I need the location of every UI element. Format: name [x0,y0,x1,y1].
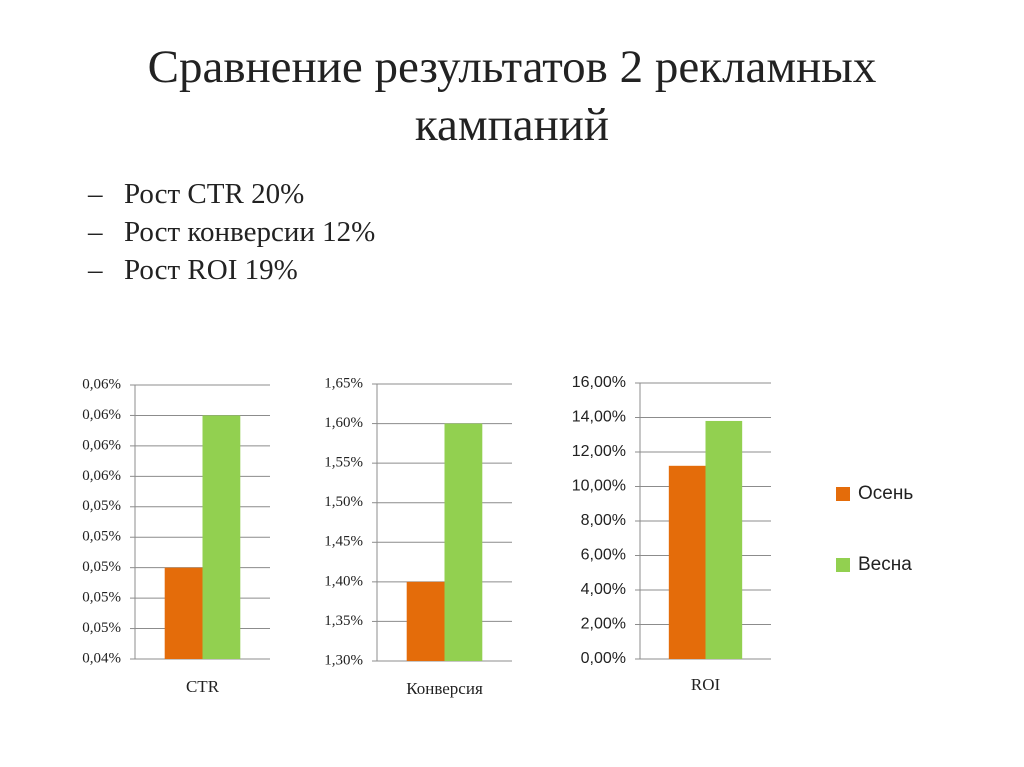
bar [705,420,743,659]
y-tick-label: 1,45% [324,534,363,550]
y-tick-label: 1,65% [324,375,363,391]
legend-label: Осень [858,483,913,504]
y-tick-label: 14,00% [572,409,626,426]
legend-swatch [836,558,850,572]
bullet: Рост ROI 19% [88,251,375,289]
y-tick-label: 0,05% [82,529,121,545]
bar [668,465,706,659]
y-tick-label: 0,06% [82,468,121,484]
bullet-list: Рост CTR 20% Рост конверсии 12% Рост ROI… [88,175,375,289]
y-tick-label: 0,05% [82,620,121,636]
y-tick-label: 4,00% [581,581,626,598]
y-tick-label: 10,00% [572,478,626,495]
y-tick-label: 8,00% [581,512,626,529]
y-tick-label: 0,05% [82,498,121,514]
y-tick-label: 0,05% [82,590,121,606]
bullet: Рост конверсии 12% [88,213,375,251]
y-tick-label: 0,00% [581,650,626,667]
legend-swatch [836,487,850,501]
bar [444,423,483,661]
y-tick-label: 1,30% [324,652,363,668]
bar [406,581,445,661]
y-tick-label: 12,00% [572,443,626,460]
y-tick-label: 1,50% [324,494,363,510]
y-tick-label: 1,35% [324,613,363,629]
y-tick-label: 0,06% [82,407,121,423]
y-tick-label: 0,06% [82,376,121,392]
y-tick-label: 6,00% [581,547,626,564]
y-tick-label: 1,40% [324,573,363,589]
y-tick-label: 1,55% [324,455,363,471]
x-tick-label: ROI [691,675,721,694]
bullet: Рост CTR 20% [88,175,375,213]
y-tick-label: 0,05% [82,559,121,575]
legend-label: Весна [858,554,912,575]
y-tick-label: 16,00% [572,374,626,391]
y-tick-label: 2,00% [581,616,626,633]
slide-title: Сравнение результатов 2 рекламных кампан… [147,41,877,151]
x-tick-label: CTR [186,677,220,696]
bar [202,415,241,659]
y-tick-label: 0,04% [82,650,121,666]
x-tick-label: Конверсия [406,679,483,698]
y-tick-label: 0,06% [82,437,121,453]
bar [164,567,203,659]
y-tick-label: 1,60% [324,415,363,431]
